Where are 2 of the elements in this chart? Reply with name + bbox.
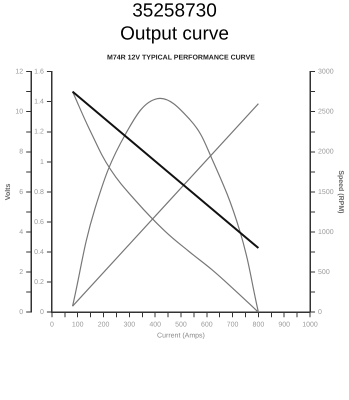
chart-subtitle: Output curve	[120, 23, 229, 44]
chart-title: 35258730	[132, 0, 217, 22]
